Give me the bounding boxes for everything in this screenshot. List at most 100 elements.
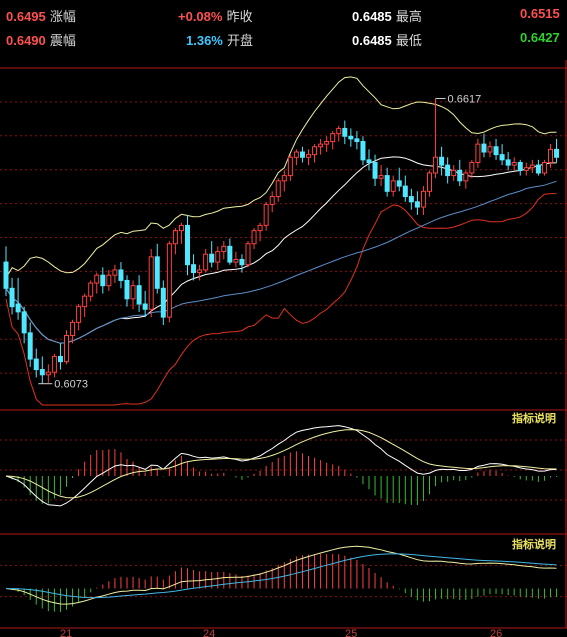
candle-body (378, 175, 384, 179)
candle-body (499, 154, 505, 161)
candle-body (463, 172, 469, 182)
price-annotations: 0.6617 0.6073 (38, 94, 481, 391)
candle-body (136, 285, 142, 305)
amplitude-label: 震幅 (49, 34, 76, 49)
candle-body (427, 172, 432, 192)
candle-body (76, 306, 82, 323)
change-percent: +0.08% (178, 9, 223, 24)
middle-band-line (5, 156, 557, 344)
candle-body (45, 371, 51, 376)
candle-body (408, 196, 414, 203)
candle-body (548, 148, 553, 163)
lower-band-line (5, 193, 557, 406)
candle-body (481, 143, 487, 153)
candle-body (185, 224, 190, 266)
candle-body (318, 143, 324, 148)
candle-body (154, 256, 160, 289)
candle-body (433, 156, 439, 174)
quote-field: 1.36% 开盘 (186, 30, 253, 49)
candle-body (293, 151, 299, 158)
candle-body (257, 224, 263, 232)
candle-body (197, 269, 203, 274)
candle-body (82, 295, 88, 308)
high-value: 0.6515 (520, 6, 560, 21)
candle-body (39, 369, 45, 376)
indicator-help-button[interactable]: 指标说明 (512, 538, 556, 551)
low-value: 0.6427 (520, 30, 560, 45)
low-annotation-label: 0.6073 (54, 379, 88, 391)
quote-field: 0.6495 涨幅 (6, 6, 76, 25)
current-price: 0.6495 (6, 9, 46, 24)
candle-body (287, 156, 293, 177)
quote-header: 0.6495 涨幅 +0.08% 昨收 0.6485 最高 0.6515 0.6… (0, 0, 567, 60)
x-tick-label: 24 (203, 628, 215, 637)
candle-body (178, 224, 184, 232)
candle-body (124, 279, 130, 300)
candle-body (312, 146, 318, 156)
open-value: 0.6485 (352, 33, 392, 48)
quote-field: 0.6515 (520, 6, 560, 22)
candle-body (251, 230, 257, 245)
quote-field: 0.6427 (520, 30, 560, 46)
candle-body (245, 243, 251, 266)
candle-body (336, 127, 342, 135)
candle-body (451, 169, 457, 177)
candle-body (360, 141, 366, 161)
candle-body (160, 287, 166, 318)
indicator-help-button[interactable]: 指标说明 (512, 412, 556, 425)
quote-field: 0.6485 最高 (352, 6, 422, 25)
candle-body (324, 141, 330, 145)
candle-body (33, 358, 39, 371)
candle-body (529, 164, 535, 169)
lower-indicator-panel (5, 545, 558, 613)
high-annotation-label: 0.6617 (448, 94, 482, 106)
dea-line (5, 429, 557, 499)
oscillator-slow-line (5, 553, 557, 599)
upper-band-line (5, 76, 557, 279)
candle-body (148, 256, 154, 310)
amplitude-value: 1.36% (186, 33, 223, 48)
candle-body (239, 258, 245, 266)
candle-body (342, 127, 348, 137)
price-2: 0.6490 (6, 33, 46, 48)
high-label: 最高 (395, 10, 422, 25)
candle-body (27, 332, 33, 360)
candle-body (402, 185, 408, 198)
candle-body (51, 355, 57, 373)
low-label: 最低 (395, 34, 422, 49)
candle-body (203, 253, 209, 271)
change-label: 涨幅 (49, 10, 76, 25)
candle-body (112, 269, 118, 276)
candle-body (396, 180, 402, 187)
candle-body (64, 334, 69, 363)
candle-body (221, 245, 227, 253)
candle-body (445, 164, 451, 177)
macd-panel (5, 425, 558, 507)
candle-body (469, 161, 475, 174)
open-label: 开盘 (227, 34, 254, 49)
oscillator-fast-line (5, 545, 557, 605)
chart-area[interactable]: 0.6617 0.6073 21 24 25 26 (0, 60, 567, 637)
candle-body (209, 253, 215, 263)
candle-body (348, 135, 354, 140)
quote-field: +0.08% 昨收 (178, 6, 253, 25)
candle-body (118, 269, 124, 281)
candle-body (354, 138, 360, 143)
candle-body (487, 146, 493, 153)
candle-body (269, 196, 275, 205)
bollinger-bands (5, 76, 557, 406)
candle-body (57, 355, 63, 363)
dif-line (5, 425, 557, 507)
candle-body (130, 285, 136, 300)
candle-body (390, 180, 396, 192)
candlestick-series (3, 98, 560, 384)
candle-body (100, 274, 106, 287)
candle-body (227, 245, 233, 263)
prev-close-value: 0.6485 (352, 9, 392, 24)
candle-body (9, 287, 15, 308)
candle-body (511, 161, 517, 166)
candle-body (88, 282, 94, 297)
candle-body (457, 169, 463, 182)
candle-body (420, 190, 426, 208)
candle-body (281, 175, 287, 182)
